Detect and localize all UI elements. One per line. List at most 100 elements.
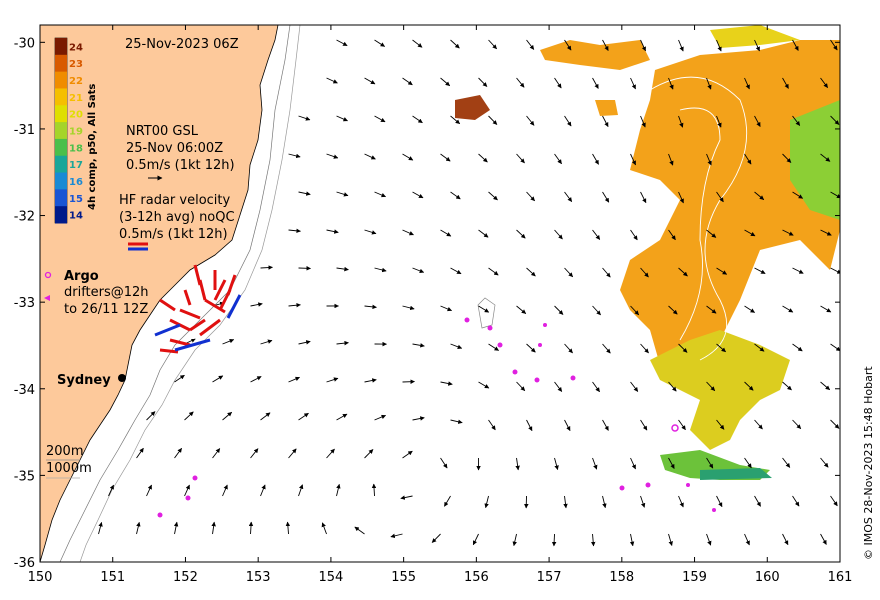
current-arrow: [792, 191, 804, 199]
drifter: [192, 475, 198, 481]
current-arrow: [336, 483, 341, 497]
current-arrow: [668, 533, 673, 546]
x-tick-label: 150: [28, 570, 53, 585]
current-arrow: [744, 305, 755, 313]
current-arrow: [412, 343, 425, 348]
current-arrow: [136, 521, 141, 535]
current-arrow: [782, 77, 789, 89]
y-axis: -30 -31 -32 -33 -34 -35 -36: [14, 36, 840, 571]
current-arrow: [526, 115, 535, 126]
current-arrow: [830, 115, 840, 125]
current-arrow: [820, 381, 831, 391]
current-arrow: [526, 343, 536, 353]
current-arrow: [450, 419, 463, 424]
current-arrow: [820, 153, 831, 162]
current-arrow: [668, 153, 674, 166]
current-arrow: [488, 39, 497, 50]
current-arrow: [298, 412, 309, 421]
current-arrow: [782, 381, 792, 391]
current-arrow: [554, 153, 562, 165]
x-tick-label: 160: [755, 570, 780, 585]
current-arrow: [564, 115, 572, 127]
current-arrow: [744, 381, 754, 391]
current-arrow: [554, 305, 564, 315]
current-arrow: [716, 419, 725, 430]
current-arrow: [526, 39, 535, 50]
drifter: [543, 323, 547, 327]
current-arrow: [488, 115, 498, 125]
colorbar-segment: [55, 189, 67, 207]
current-arrow: [478, 381, 490, 389]
current-arrow: [440, 229, 452, 237]
current-arrow: [592, 229, 601, 240]
current-arrow: [440, 457, 448, 469]
current-arrow: [554, 457, 559, 471]
colorbar-segment: [55, 105, 67, 123]
current-arrow: [488, 419, 496, 431]
sydney-marker: [118, 374, 126, 382]
x-tick-label: 161: [828, 570, 853, 585]
current-arrow: [706, 229, 717, 238]
drifter: [487, 325, 493, 331]
current-arrow: [602, 115, 609, 128]
current-arrow: [260, 484, 266, 497]
drifter: [538, 343, 542, 347]
current-arrow: [450, 191, 461, 200]
current-arrow: [640, 267, 649, 278]
current-arrow: [364, 378, 377, 383]
current-arrow: [288, 228, 301, 234]
current-arrow: [478, 229, 489, 238]
x-tick-label: 152: [173, 570, 198, 585]
gsl-legend-time: 25-Nov 06:00Z: [126, 141, 223, 156]
x-tick-label: 159: [682, 570, 707, 585]
current-arrow: [820, 229, 832, 236]
island-contour: [477, 297, 496, 329]
current-arrow: [830, 191, 840, 199]
current-arrow: [516, 153, 525, 164]
current-arrow: [792, 267, 804, 274]
current-arrow: [782, 153, 792, 163]
current-arrow: [602, 419, 609, 431]
current-arrow: [478, 153, 488, 163]
x-tick-label: 153: [246, 570, 271, 585]
current-arrow: [298, 340, 311, 345]
current-arrow: [146, 411, 156, 421]
colorbar-segment: [55, 172, 67, 190]
current-arrow: [630, 153, 636, 166]
current-arrow: [336, 413, 348, 421]
colorbar-tick: 16: [69, 177, 83, 188]
drifter-legend-label-1: drifters@12h: [64, 285, 149, 300]
current-arrow: [716, 343, 726, 353]
current-arrow: [602, 495, 607, 509]
current-arrow: [592, 381, 600, 393]
sst-patch-warm-core: [455, 95, 490, 120]
current-arrow: [564, 191, 573, 202]
current-arrow: [173, 521, 179, 535]
current-arrow: [222, 411, 233, 421]
x-axis: 150 151 152 153 154 155 156 157 158 159 160 161: [28, 25, 853, 585]
drifter: [464, 317, 470, 323]
current-arrow: [754, 191, 765, 201]
colorbar-segment: [55, 38, 67, 56]
depth-legend-1000m: 1000m: [46, 461, 92, 476]
current-arrow: [792, 419, 802, 430]
current-arrow: [211, 521, 216, 535]
current-arrow: [374, 39, 386, 47]
current-arrow: [412, 267, 425, 273]
sst-patch-south-teal: [700, 468, 772, 480]
current-arrow: [321, 522, 327, 535]
current-arrow: [371, 483, 377, 497]
current-arrow: [390, 533, 403, 539]
current-arrow: [602, 191, 610, 203]
current-arrow: [260, 412, 271, 421]
colorbar-tick: 20: [69, 110, 83, 121]
current-arrow: [108, 484, 114, 497]
current-arrow: [640, 343, 649, 354]
current-arrow: [830, 343, 840, 352]
current-arrow: [830, 495, 838, 507]
colorbar-tick: 19: [69, 127, 83, 138]
current-arrow: [374, 414, 387, 421]
colorbar-segment: [55, 71, 67, 89]
current-arrow: [222, 338, 235, 345]
current-arrow: [402, 77, 413, 86]
